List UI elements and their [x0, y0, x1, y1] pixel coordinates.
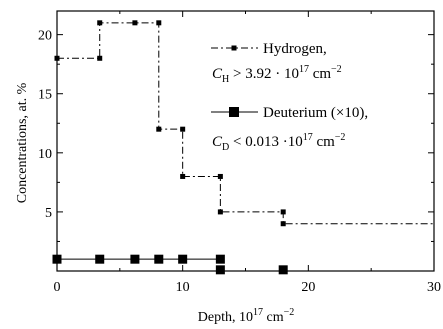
x-tick-label: 10: [176, 280, 190, 295]
data-point-marker: [52, 254, 62, 264]
data-point-marker: [217, 209, 223, 215]
data-point-marker: [95, 254, 105, 264]
legend-marker: [231, 45, 237, 51]
data-point-marker: [180, 126, 186, 132]
series-hydrogen: [54, 20, 434, 227]
x-tick-label: 0: [54, 280, 61, 295]
data-point-marker: [97, 20, 103, 26]
y-tick-label: 5: [45, 206, 52, 221]
legend-label: Hydrogen,: [263, 41, 327, 57]
x-axis-label: Depth, 1017 cm−2: [198, 307, 294, 325]
x-tick-label: 20: [301, 280, 315, 295]
legend-marker: [229, 107, 239, 117]
series-line: [57, 22, 434, 225]
data-point-marker: [217, 173, 223, 179]
data-point-marker: [132, 20, 138, 26]
y-axis-label: Concentrations, at. %: [15, 82, 30, 203]
series-deuterium: [52, 254, 288, 275]
data-point-marker: [97, 55, 103, 61]
series-group: [52, 20, 434, 275]
legend-label: Deuterium (×10),: [263, 105, 368, 121]
legend-condition: CD < 0.013 ·1017 cm−2: [212, 132, 345, 153]
data-point-marker: [54, 55, 60, 61]
data-point-marker: [154, 254, 164, 264]
legend: Hydrogen, CH > 3.92 · 1017 cm−2 Deuterium …: [211, 41, 368, 153]
legend-condition: CH > 3.92 · 1017 cm−2: [212, 64, 342, 85]
data-point-marker: [215, 265, 225, 275]
data-point-marker: [278, 265, 288, 275]
data-point-marker: [215, 254, 225, 264]
data-point-marker: [280, 209, 286, 215]
data-point-marker: [130, 254, 140, 264]
y-tick-label: 10: [38, 147, 52, 162]
data-point-marker: [178, 254, 188, 264]
y-tick-label: 20: [38, 29, 52, 44]
data-point-marker: [156, 126, 162, 132]
tick-labels: 0 10 20 30 5 10 15 20: [38, 29, 441, 295]
data-point-marker: [280, 221, 286, 227]
data-point-marker: [180, 173, 186, 179]
y-tick-label: 15: [38, 88, 52, 103]
axis-ticks: [56, 11, 435, 271]
data-point-marker: [156, 20, 162, 26]
x-tick-label: 30: [427, 280, 441, 295]
